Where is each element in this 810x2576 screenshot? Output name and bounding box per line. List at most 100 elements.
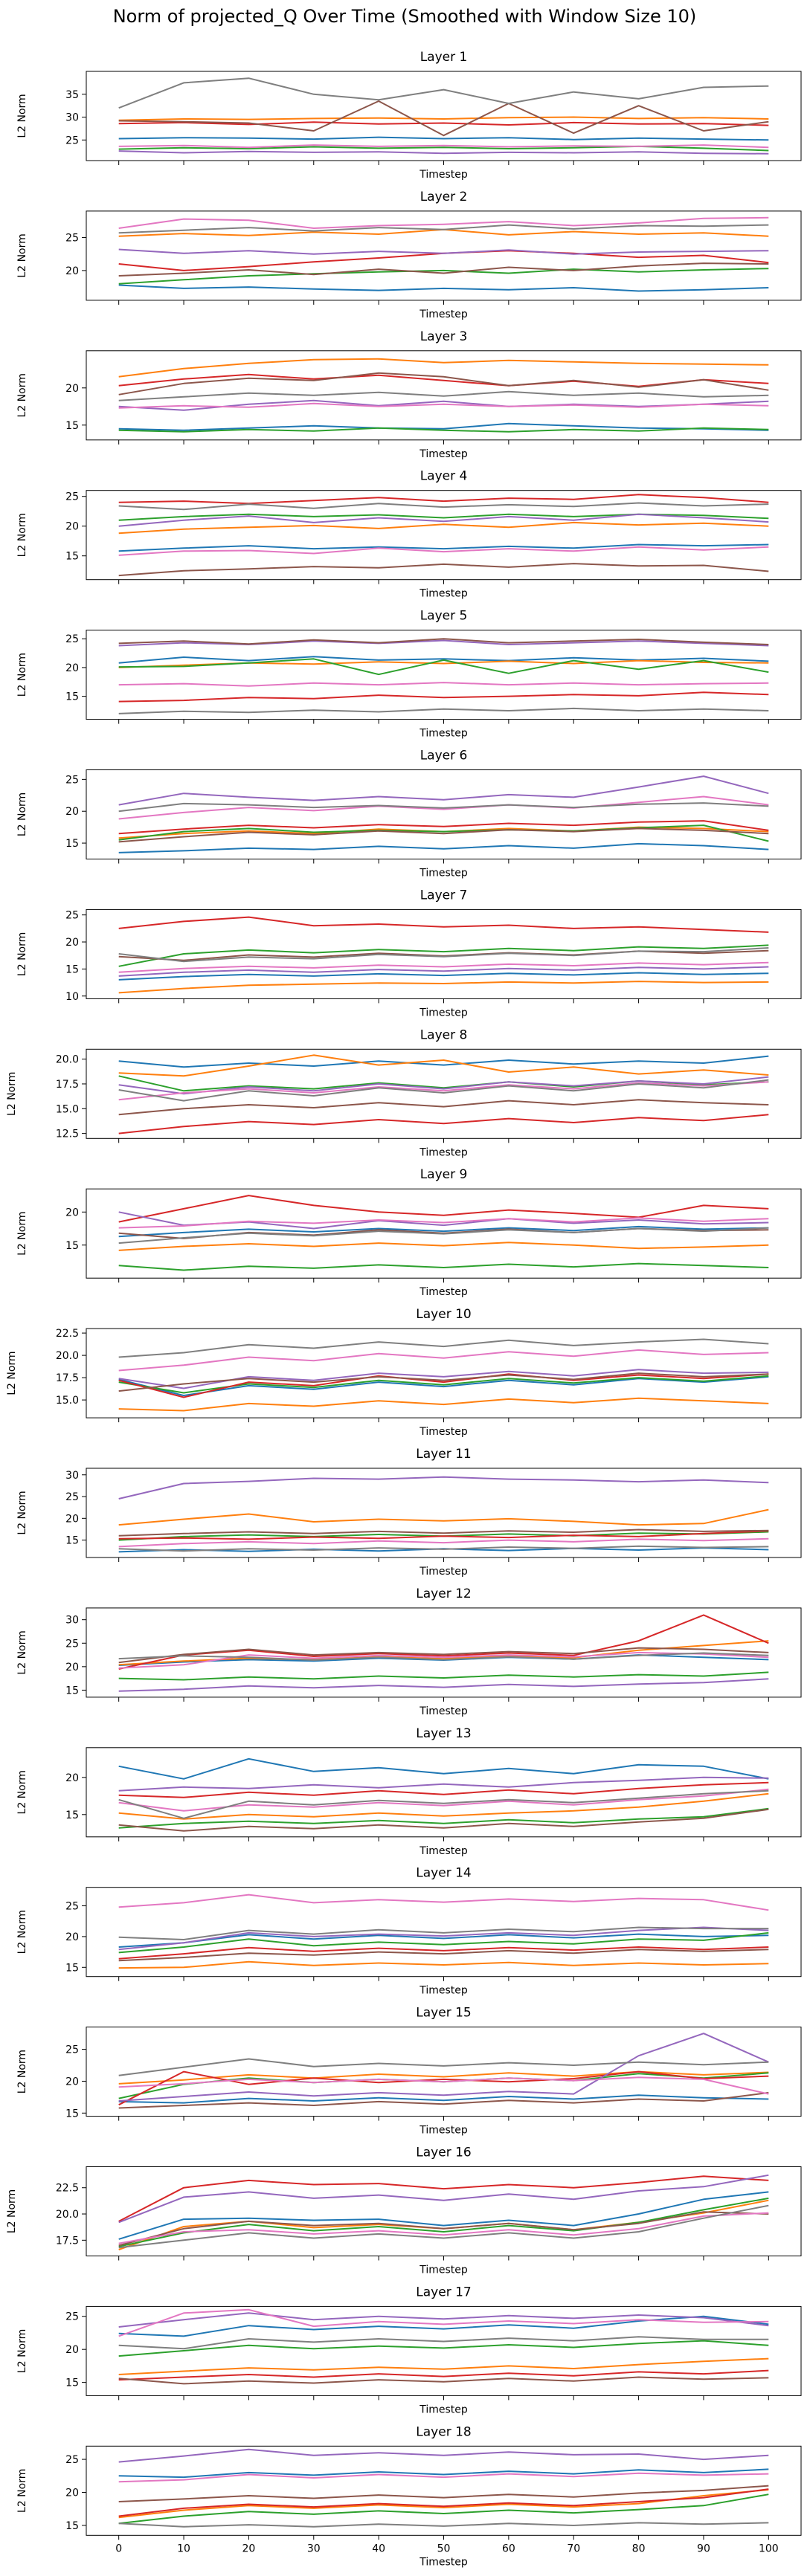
series-lines [118, 1054, 769, 1134]
series-line [118, 1373, 769, 1398]
series-line [118, 262, 769, 277]
y-tick-label: 30 [65, 1470, 79, 1482]
plot-frame [86, 908, 802, 999]
x-axis-label: Timestep [419, 1007, 468, 1019]
y-tick-label: 15 [65, 1962, 79, 1974]
series-line [118, 422, 769, 431]
chart-title: Layer 2 [420, 190, 468, 204]
series-line [118, 842, 769, 853]
series-line [118, 691, 769, 703]
series-line [118, 372, 769, 396]
y-tick-label: 20 [65, 265, 79, 277]
series-line [118, 2315, 769, 2337]
y-tick-label: 15 [65, 2520, 79, 2532]
series-line [118, 284, 769, 292]
y-tick-label: 25 [65, 491, 79, 503]
chart-title: Layer 9 [420, 1167, 468, 1182]
y-tick-label: 17.5 [56, 1079, 79, 1091]
chart-title: Layer 12 [416, 1586, 471, 1601]
chart-title: Layer 10 [416, 1307, 471, 1322]
series-line [118, 966, 769, 977]
series-line [118, 1530, 769, 1540]
series-line [118, 2493, 769, 2525]
chart-title: Layer 18 [416, 2424, 471, 2439]
chart-panel: Layer 16 17.5 20.0 22.5 Timestep L2 Norm [6, 2146, 802, 2276]
plot-frame [86, 1887, 802, 1978]
chart-panel: Layer 14 15 20 25 Timestep L2 Norm [16, 1866, 802, 1997]
chart-panel: Layer 18 0 10 20 30 40 50 60 70 80 90 100 15 20 25 Time… [16, 2424, 802, 2568]
y-tick-label: 20 [65, 2344, 79, 2356]
x-axis-label: Timestep [419, 1146, 468, 1158]
x-axis-label: Timestep [419, 728, 468, 740]
series-line [118, 639, 769, 647]
chart-title: Layer 13 [416, 1726, 471, 1741]
series-line [118, 150, 769, 155]
chart-title: Layer 1 [420, 50, 468, 65]
y-tick-label: 20 [65, 1772, 79, 1784]
series-line [118, 2175, 769, 2222]
series-line [118, 1227, 769, 1245]
y-tick-label: 10 [65, 991, 79, 1003]
x-axis-label: Timestep [419, 309, 468, 320]
y-axis-label: L2 Norm [16, 233, 28, 277]
series-line [118, 248, 769, 255]
y-tick-label: 20 [65, 806, 79, 818]
x-tick-label: 80 [632, 2543, 646, 2554]
x-axis-label: Timestep [419, 1566, 468, 1578]
series-line [118, 2204, 769, 2249]
series-line [118, 2376, 769, 2385]
y-tick-label: 20 [65, 937, 79, 949]
y-tick-label: 15 [65, 1535, 79, 1547]
y-tick-label: 30 [65, 112, 79, 124]
series-line [118, 145, 769, 152]
series-line [118, 2094, 769, 2104]
plot-frame [86, 1468, 802, 1558]
series-line [118, 1529, 769, 1537]
series-line [118, 2369, 769, 2381]
series-lines [118, 2174, 769, 2250]
x-tick-label: 10 [177, 2543, 190, 2554]
y-tick-label: 20 [65, 2076, 79, 2088]
y-tick-label: 20 [65, 2488, 79, 2499]
y-axis-label: L2 Norm [16, 2329, 28, 2373]
x-tick-label: 30 [307, 2543, 321, 2554]
y-tick-label: 22.5 [56, 1328, 79, 1340]
y-tick-label: 35 [65, 89, 79, 101]
y-tick-label: 25 [65, 232, 79, 244]
series-line [118, 827, 769, 843]
y-axis-label: L2 Norm [6, 1072, 18, 1116]
y-tick-label: 25 [65, 2311, 79, 2323]
series-line [118, 1508, 769, 1526]
y-tick-label: 20 [65, 662, 79, 674]
series-line [118, 1946, 769, 1960]
y-tick-label: 20 [65, 1207, 79, 1218]
y-axis-label: L2 Norm [16, 2469, 28, 2513]
series-line [118, 2336, 769, 2350]
series-lines [118, 216, 769, 292]
series-line [118, 981, 769, 994]
series-line [118, 1242, 769, 1251]
series-lines [118, 2308, 769, 2385]
series-line [118, 1926, 769, 1940]
series-line [118, 1338, 769, 1358]
series-line [118, 1671, 769, 1681]
series-line [118, 1099, 769, 1116]
series-line [118, 216, 769, 229]
series-line [118, 1651, 769, 1669]
y-tick-label: 15 [65, 420, 79, 432]
plot-frame [86, 1607, 802, 1698]
x-axis-label: Timestep [419, 1286, 468, 1298]
series-line [118, 1788, 769, 1812]
series-line [118, 136, 769, 141]
series-lines [118, 1195, 769, 1271]
x-tick-label: 90 [697, 2543, 710, 2554]
series-line [118, 2312, 769, 2328]
series-line [118, 513, 769, 527]
y-tick-label: 20.0 [56, 1054, 79, 1066]
series-line [118, 228, 769, 237]
y-tick-label: 25 [65, 2044, 79, 2056]
chart-panel: Layer 7 10 15 20 25 Timestep L2 Norm [16, 888, 802, 1019]
series-line [118, 2076, 769, 2095]
series-line [118, 268, 769, 285]
chart-title: Layer 8 [420, 1027, 468, 1042]
